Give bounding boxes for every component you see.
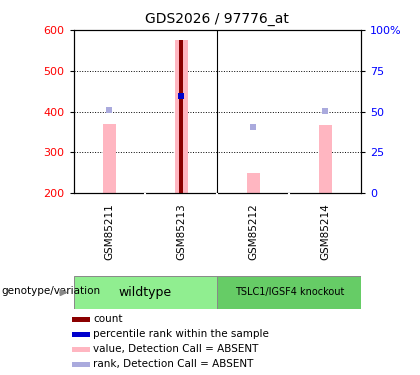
Text: genotype/variation: genotype/variation — [2, 286, 101, 296]
Text: GSM85211: GSM85211 — [105, 203, 115, 260]
Text: wildtype: wildtype — [119, 286, 172, 299]
Bar — [175, 40, 188, 193]
Bar — [179, 40, 184, 193]
Bar — [72, 332, 89, 337]
Title: GDS2026 / 97776_at: GDS2026 / 97776_at — [145, 12, 289, 26]
Bar — [74, 276, 218, 309]
Bar — [319, 124, 332, 193]
Bar — [103, 124, 116, 193]
Bar — [72, 362, 89, 367]
Text: count: count — [93, 314, 123, 324]
Text: GSM85212: GSM85212 — [248, 203, 258, 260]
Text: rank, Detection Call = ABSENT: rank, Detection Call = ABSENT — [93, 360, 254, 369]
Text: percentile rank within the sample: percentile rank within the sample — [93, 329, 269, 339]
Bar — [247, 173, 260, 193]
Text: GSM85214: GSM85214 — [320, 203, 330, 260]
Text: value, Detection Call = ABSENT: value, Detection Call = ABSENT — [93, 344, 259, 354]
Bar — [72, 317, 89, 321]
Text: GSM85213: GSM85213 — [176, 203, 186, 260]
Bar — [218, 276, 361, 309]
Bar — [72, 347, 89, 352]
Text: TSLC1/IGSF4 knockout: TSLC1/IGSF4 knockout — [235, 288, 344, 297]
